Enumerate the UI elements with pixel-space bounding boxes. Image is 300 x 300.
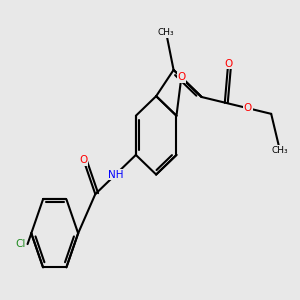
- Text: O: O: [80, 155, 88, 165]
- Text: O: O: [244, 103, 252, 113]
- Text: CH₃: CH₃: [272, 146, 288, 155]
- Text: CH₃: CH₃: [158, 28, 175, 37]
- Text: O: O: [224, 59, 232, 69]
- Text: NH: NH: [108, 169, 123, 179]
- Text: Cl: Cl: [15, 239, 25, 249]
- Text: O: O: [177, 72, 185, 82]
